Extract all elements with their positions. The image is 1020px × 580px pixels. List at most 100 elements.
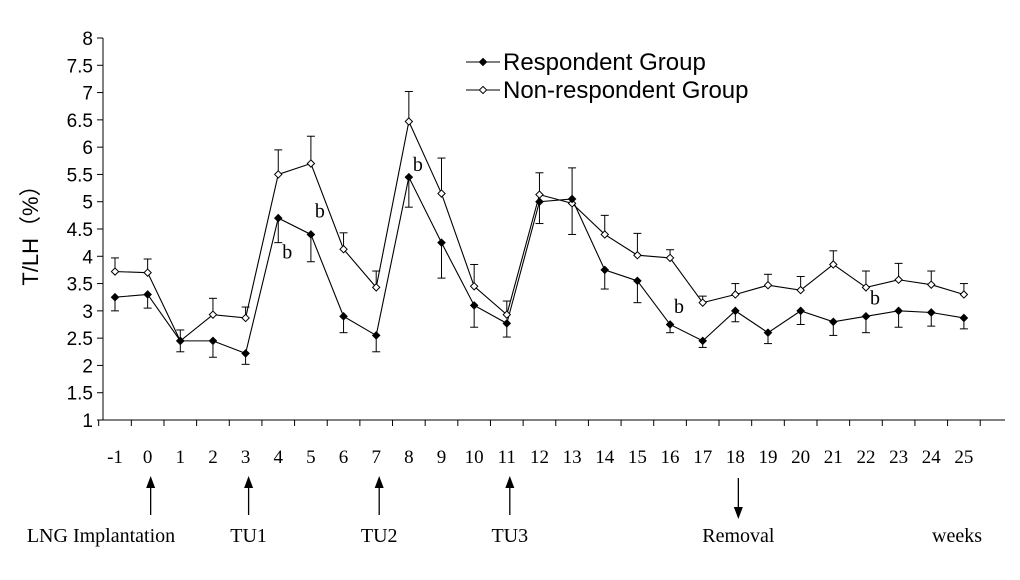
non-respondent-point	[208, 310, 218, 319]
respondent-point	[404, 172, 414, 182]
y-axis-label: T/LH（%）	[18, 174, 43, 285]
significance-mark: b	[282, 241, 292, 263]
respondent-point	[731, 306, 740, 316]
non-respondent-point	[828, 260, 838, 269]
y-tick-label: 4	[82, 247, 93, 268]
y-tick-label: 7.5	[67, 56, 93, 77]
y-tick-label: 4.5	[67, 220, 93, 241]
x-tick-label: 24	[922, 447, 942, 468]
non-respondent-point	[273, 170, 283, 179]
non-respondent-point	[339, 244, 348, 254]
legend-marker	[478, 85, 488, 95]
x-tick-label: 20	[791, 447, 810, 468]
non-respondent-point	[535, 190, 544, 199]
significance-mark: b	[413, 154, 423, 176]
event-markers: LNG Implantation TU1 TU2 TU3 Removal	[27, 476, 775, 547]
y-axis-ticks: 1 1.5 2 2.5 3 3.5 4 4.5 5 5.5 6 6.5 7 7.5 8	[67, 29, 103, 432]
event-arrow-head	[733, 507, 743, 519]
non-respondent-line	[114, 119, 965, 342]
respondent-point	[110, 292, 120, 302]
respondent-point	[273, 213, 283, 223]
respondent-point	[175, 336, 185, 346]
non-respondent-point	[959, 290, 969, 299]
non-respondent-point	[698, 298, 708, 307]
legend-marker	[478, 57, 488, 67]
respondent-point	[665, 320, 675, 329]
x-unit-label: weeks	[932, 525, 982, 547]
respondent-point	[959, 313, 969, 323]
event-arrow-head	[244, 476, 254, 488]
x-tick-label: 19	[759, 447, 778, 468]
non-respondent-point	[796, 285, 805, 295]
x-tick-label: 8	[404, 447, 414, 468]
event-arrow-head	[505, 476, 515, 488]
non-respondent-point	[567, 199, 577, 208]
respondent-point	[502, 319, 512, 328]
non-respondent-point	[371, 283, 381, 292]
y-tick-label: 3.5	[67, 275, 93, 296]
x-tick-label: 6	[339, 447, 349, 468]
non-respondent-point	[502, 310, 512, 319]
non-respondent-point	[110, 267, 120, 276]
respondent-point	[208, 336, 218, 346]
event-arrow-head	[146, 476, 156, 488]
y-tick-label: 3	[82, 302, 93, 323]
y-tick-label: 2.5	[67, 329, 93, 350]
x-tick-label: 13	[563, 447, 582, 468]
non-respondent-point	[894, 275, 903, 285]
event-label: Removal	[702, 525, 775, 547]
x-tick-label: 25	[954, 447, 973, 468]
x-tick-label: 7	[371, 447, 381, 468]
significance-mark: b	[315, 200, 325, 222]
event-label: TU1	[230, 525, 267, 547]
respondent-point	[633, 276, 642, 286]
respondent-point	[339, 312, 348, 321]
event-label: LNG Implantation	[27, 525, 175, 547]
non-respondent-point	[469, 281, 479, 291]
y-tick-label: 6.5	[67, 111, 93, 132]
x-tick-label: 2	[208, 447, 218, 468]
y-tick-label: 7	[82, 84, 93, 105]
non-respondent-point	[437, 189, 446, 198]
non-respondent-point	[731, 290, 740, 299]
non-respondent-point	[926, 280, 936, 289]
legend-label: Non-respondent Group	[503, 77, 748, 104]
y-tick-label: 5	[82, 193, 93, 214]
significance-mark: b	[870, 288, 880, 310]
non-respondent-point	[861, 283, 871, 292]
respondent-point	[306, 230, 316, 239]
non-respondent-point	[665, 253, 675, 263]
x-tick-label: 9	[437, 447, 447, 468]
x-tick-label: -1	[107, 447, 123, 468]
x-tick-label: 22	[856, 447, 875, 468]
non-respondent-point	[306, 159, 316, 168]
respondent-point	[535, 197, 544, 207]
x-tick-label: 21	[824, 447, 843, 468]
non-respondent-point	[633, 250, 642, 260]
x-tick-label: 0	[143, 447, 153, 468]
x-tick-label: 5	[306, 447, 316, 468]
respondent-point	[828, 317, 838, 327]
respondent-point	[241, 349, 250, 358]
x-tick-label: 14	[595, 447, 615, 468]
x-tick-label: 18	[726, 447, 745, 468]
x-tick-label: 16	[661, 447, 680, 468]
x-tick-label: 11	[498, 447, 516, 468]
respondent-point	[600, 265, 610, 275]
respondent-point	[763, 328, 773, 337]
respondent-point	[796, 306, 805, 316]
respondent-point	[894, 306, 903, 316]
y-tick-label: 1	[82, 411, 93, 432]
respondent-point	[861, 312, 871, 321]
respondent-point	[371, 331, 381, 340]
respondent-point	[698, 336, 708, 346]
non-respondent-point	[600, 230, 610, 239]
respondent-point	[469, 301, 479, 310]
x-tick-label: 12	[530, 447, 549, 468]
significance-mark: b	[674, 296, 684, 318]
series-layer	[110, 90, 969, 365]
non-respondent-point	[143, 268, 152, 277]
non-respondent-point	[241, 313, 250, 323]
